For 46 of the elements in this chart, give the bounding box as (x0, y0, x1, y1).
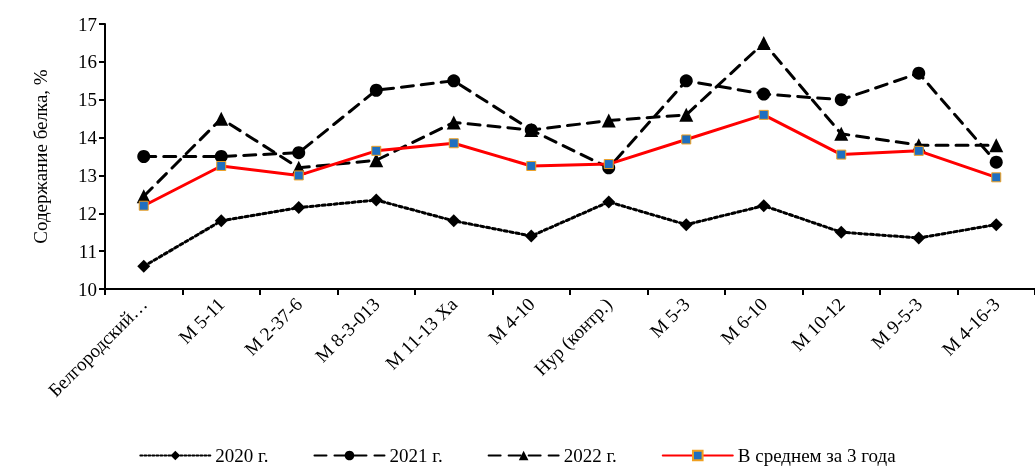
point (757, 199, 771, 213)
legend-label: 2020 г. (215, 445, 269, 466)
point (834, 126, 849, 141)
legend-label: 2022 г. (563, 445, 617, 466)
point (292, 146, 306, 160)
point (679, 74, 693, 88)
point (989, 218, 1003, 232)
x-tick-label: М 5-11 (174, 293, 229, 348)
point (989, 138, 1004, 153)
point (834, 225, 848, 239)
point (137, 150, 151, 163)
y-axis-title: Содержание белка, % (30, 69, 51, 244)
point (447, 214, 461, 228)
legend-label: В среднем за 3 года (737, 445, 897, 466)
point (912, 66, 926, 80)
point (756, 35, 771, 50)
y-tick-label: 10 (78, 278, 97, 300)
y-tick-label: 17 (78, 13, 97, 35)
y-tick-label: 12 (78, 202, 97, 224)
y-tick-label: 14 (78, 127, 98, 149)
point (679, 218, 693, 232)
point (757, 87, 771, 101)
x-tick-label: М 4-10 (483, 293, 539, 349)
point (602, 195, 616, 209)
point (369, 153, 384, 168)
point (524, 229, 538, 243)
point (214, 111, 229, 126)
point (292, 201, 306, 215)
y-tick-label: 11 (78, 240, 97, 262)
y-tick-label: 13 (78, 164, 97, 186)
point (989, 155, 1003, 169)
point (369, 83, 383, 97)
legend-label: 2021 г. (389, 445, 443, 466)
y-tick-label: 15 (78, 89, 97, 111)
x-tick-label: М 5-3 (645, 293, 694, 342)
point (137, 259, 151, 273)
point (214, 214, 228, 228)
point (912, 231, 926, 245)
y-tick-label: 16 (78, 51, 97, 73)
point (447, 74, 461, 88)
point (834, 93, 848, 107)
point (601, 113, 616, 128)
x-tick-label: М 6-10 (716, 293, 772, 349)
point (369, 193, 383, 207)
point (446, 115, 461, 130)
point (679, 107, 694, 122)
